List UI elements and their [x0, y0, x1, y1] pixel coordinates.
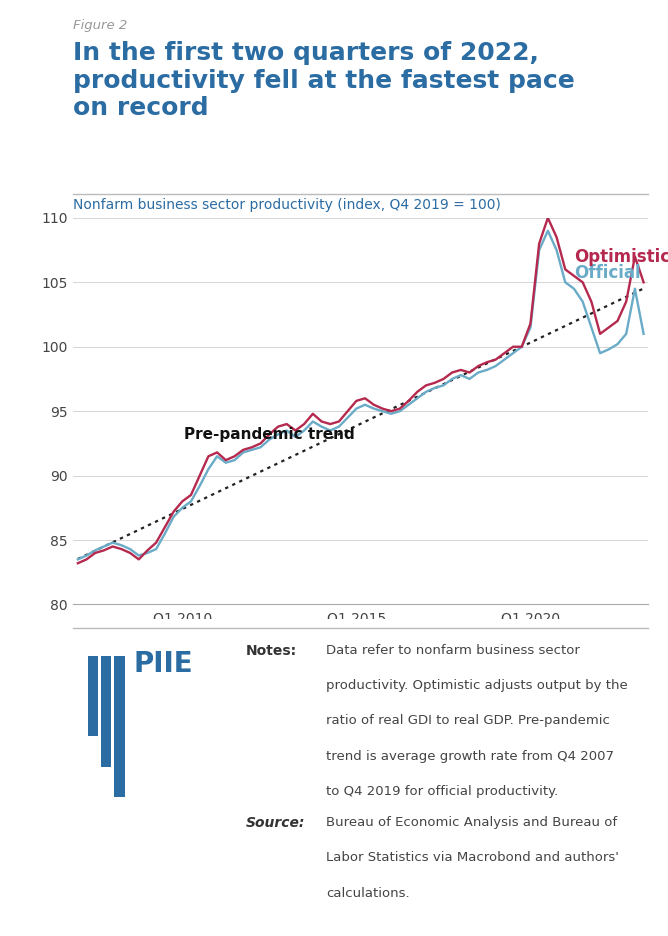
- Text: Source:: Source:: [246, 816, 305, 830]
- Text: Nonfarm business sector productivity (index, Q4 2019 = 100): Nonfarm business sector productivity (in…: [73, 197, 502, 212]
- Text: calculations.: calculations.: [326, 886, 410, 899]
- Text: PIIE: PIIE: [134, 650, 194, 678]
- Text: Notes:: Notes:: [246, 644, 297, 658]
- Text: to Q4 2019 for official productivity.: to Q4 2019 for official productivity.: [326, 785, 558, 798]
- Text: In the first two quarters of 2022,
productivity fell at the fastest pace
on reco: In the first two quarters of 2022, produ…: [73, 41, 575, 121]
- Text: Optimistic: Optimistic: [574, 247, 668, 266]
- Bar: [88, 656, 98, 736]
- Text: Bureau of Economic Analysis and Bureau of: Bureau of Economic Analysis and Bureau o…: [326, 816, 617, 829]
- Bar: [101, 656, 112, 767]
- Text: ratio of real GDI to real GDP. Pre-pandemic: ratio of real GDI to real GDP. Pre-pande…: [326, 714, 610, 727]
- Text: Labor Statistics via Macrobond and authors': Labor Statistics via Macrobond and autho…: [326, 852, 619, 864]
- Text: Pre-pandemic trend: Pre-pandemic trend: [184, 427, 355, 442]
- Text: productivity. Optimistic adjusts output by the: productivity. Optimistic adjusts output …: [326, 680, 628, 692]
- Text: Figure 2: Figure 2: [73, 19, 128, 32]
- Text: Official: Official: [574, 264, 641, 283]
- Text: trend is average growth rate from Q4 2007: trend is average growth rate from Q4 200…: [326, 750, 615, 763]
- Text: Data refer to nonfarm business sector: Data refer to nonfarm business sector: [326, 644, 580, 657]
- Bar: [114, 656, 125, 797]
